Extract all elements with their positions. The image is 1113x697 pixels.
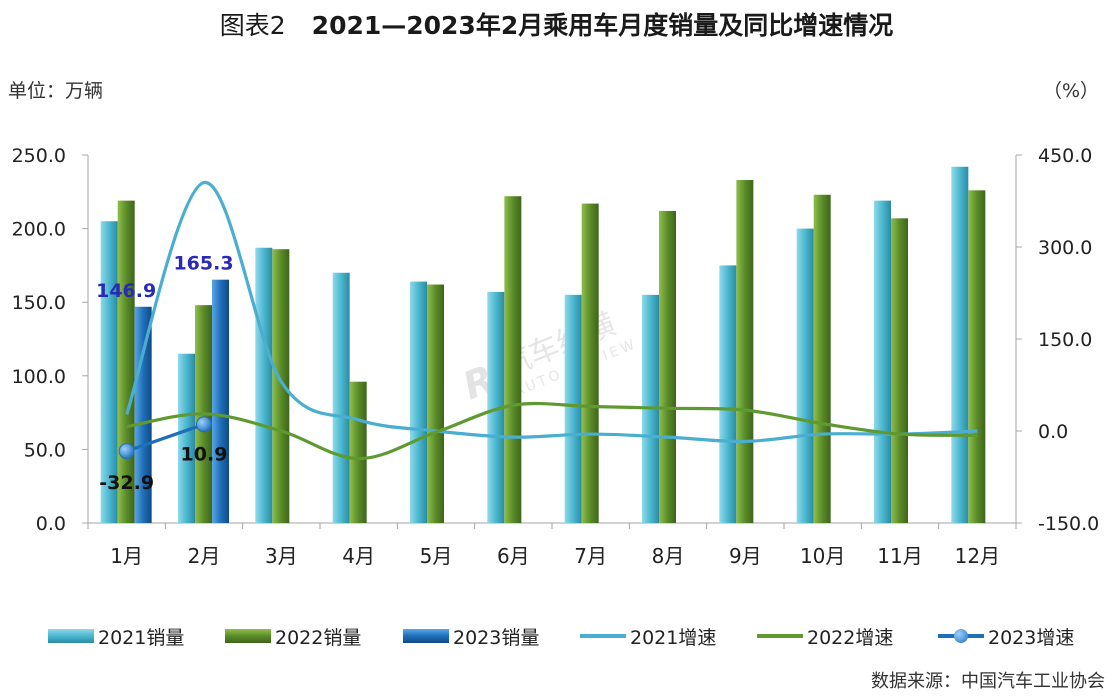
- x-tick-label: 11月: [877, 544, 922, 568]
- bar-2022销量: [813, 194, 831, 523]
- bar-2021销量: [719, 265, 737, 523]
- x-tick-label: 9月: [729, 544, 762, 568]
- bar-2021销量: [564, 294, 582, 523]
- legend-label: 2022增速: [807, 626, 894, 649]
- bar-2021销量: [874, 200, 891, 523]
- x-tick-label: 5月: [420, 544, 453, 568]
- x-tick-label: 8月: [652, 544, 685, 568]
- data-label: 146.9: [96, 280, 156, 302]
- legend-item: 2022销量: [225, 622, 361, 650]
- x-tick-label: 6月: [497, 544, 530, 568]
- legend-swatch-bar: [225, 629, 271, 643]
- right-tick-label: -150.0: [1038, 513, 1099, 535]
- bar-2022销量: [272, 249, 290, 523]
- right-tick-label: 300.0: [1038, 237, 1092, 259]
- x-tick-label: 1月: [110, 544, 143, 568]
- left-tick-label: 150.0: [12, 292, 66, 314]
- point-2023增速: [118, 443, 135, 460]
- legend-swatch-bar: [403, 629, 449, 643]
- legend-swatch-line: [938, 629, 984, 643]
- point-2023增速: [196, 416, 212, 433]
- bar-2022销量: [349, 381, 367, 523]
- line-2022增速: [126, 401, 978, 461]
- left-axis-unit: 单位：万辆: [8, 80, 104, 102]
- bar-2021销量: [796, 228, 814, 523]
- x-tick-label: 2月: [188, 544, 221, 568]
- legend-label: 2023增速: [988, 626, 1075, 649]
- bar-2021销量: [255, 247, 273, 523]
- right-tick-label: 150.0: [1038, 329, 1092, 351]
- bar-2022销量: [968, 190, 986, 523]
- data-label: 165.3: [173, 253, 233, 275]
- right-axis-unit: （%）: [1042, 80, 1099, 102]
- left-tick-label: 200.0: [12, 219, 66, 241]
- chart-title-text: 2021—2023年2月乘用车月度销量及同比增速情况: [311, 11, 894, 40]
- bar-2021销量: [951, 166, 969, 523]
- bar-2022销量: [427, 284, 444, 523]
- legend-item: 2023销量: [403, 622, 539, 650]
- bar-2022销量: [736, 180, 754, 524]
- legend-label: 2022销量: [275, 626, 362, 649]
- bar-2021销量: [487, 291, 505, 523]
- legend-item: 2021销量: [48, 622, 184, 650]
- x-tick-label: 12月: [955, 544, 1000, 568]
- left-tick-label: 250.0: [12, 145, 66, 167]
- bar-2022销量: [117, 200, 135, 523]
- legend-item: 2022增速: [757, 622, 893, 650]
- line-2021增速: [125, 181, 978, 444]
- legend-marker: [954, 629, 968, 643]
- x-tick-label: 7月: [574, 544, 607, 568]
- x-tick-label: 4月: [342, 544, 375, 568]
- bar-2022销量: [659, 210, 676, 523]
- left-tick-label: 0.0: [36, 513, 66, 535]
- line-2023增速: [126, 422, 205, 453]
- bar-2023销量: [212, 279, 229, 523]
- x-tick-label: 3月: [265, 544, 298, 568]
- legend-swatch-line: [757, 634, 803, 638]
- x-tick-label: 10月: [800, 544, 845, 568]
- chart-title: 图表2 2021—2023年2月乘用车月度销量及同比增速情况: [0, 6, 1113, 42]
- legend-item: 2021增速: [580, 622, 716, 650]
- right-tick-label: 0.0: [1038, 421, 1068, 443]
- legend-swatch-bar: [48, 629, 94, 643]
- chart-legend: 2021销量 2022销量 2023销量 2021增速 2022增速 2023增速: [0, 622, 1113, 650]
- legend-item: 2023增速: [938, 622, 1074, 650]
- legend-label: 2021增速: [630, 626, 717, 649]
- data-label: 10.9: [181, 443, 228, 465]
- legend-label: 2023销量: [453, 626, 540, 649]
- data-source: 数据来源：中国汽车工业协会: [871, 671, 1105, 692]
- chart-plot: R 汽车纵横 AUTO REVIEW 0.0 50.0 100.0 150.0 200.…: [12, 145, 1100, 568]
- bar-2021销量: [100, 221, 118, 524]
- data-label: -32.9: [99, 472, 154, 494]
- watermark: R 汽车纵横 AUTO REVIEW: [457, 307, 640, 408]
- bar-2022销量: [891, 218, 908, 523]
- bar-2021销量: [410, 281, 427, 523]
- bar-2023销量: [134, 306, 152, 523]
- legend-swatch-line: [580, 634, 626, 638]
- legend-label: 2021销量: [98, 626, 185, 649]
- bar-2022销量: [581, 203, 599, 524]
- figure-number: 图表2: [219, 11, 286, 40]
- bar-2022销量: [504, 196, 522, 523]
- right-tick-label: 450.0: [1038, 145, 1092, 167]
- bar-2021销量: [178, 353, 195, 523]
- bar-2021销量: [332, 272, 350, 523]
- left-tick-label: 50.0: [24, 439, 66, 461]
- left-tick-label: 100.0: [12, 366, 66, 388]
